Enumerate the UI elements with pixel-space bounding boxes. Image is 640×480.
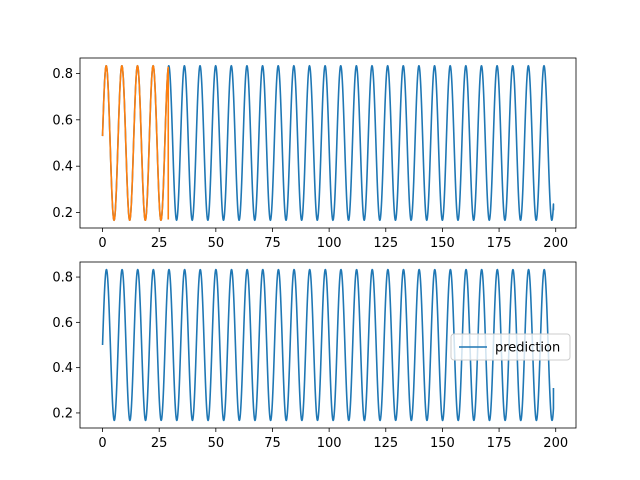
top-series-line-0 (101, 64, 555, 222)
bottom-x-tick-label: 125 (373, 436, 398, 451)
top-y-tick-label: 0.8 (52, 67, 73, 82)
bottom-y-tick-label: 0.4 (52, 361, 73, 376)
bottom-x-tick-label: 150 (430, 436, 455, 451)
bottom-axes-frame (79, 261, 577, 429)
bottom-y-ticks: 0.2 0.4 0.6 0.8 (52, 271, 80, 421)
top-x-tick-label: 75 (264, 236, 281, 251)
bottom-series-layer (101, 268, 555, 422)
top-x-tick-label: 50 (208, 236, 225, 251)
bottom-x-tick-label: 100 (317, 436, 342, 451)
bottom-y-tick-label: 0.6 (52, 316, 73, 331)
bottom-series-line-0 (101, 268, 555, 422)
bottom-x-tick-label: 50 (208, 436, 225, 451)
bottom-x-tick-label: 25 (151, 436, 168, 451)
top-y-ticks: 0.2 0.4 0.6 0.8 (52, 67, 80, 221)
bottom-y-tick-label: 0.2 (52, 406, 73, 421)
bottom-axes: 0 25 50 75 100 125 150 175 200 0.2 0.4 0.6 0.8 pred… (52, 261, 577, 451)
top-x-tick-label: 125 (373, 236, 398, 251)
top-series-line-1 (101, 64, 170, 222)
bottom-x-ticks: 0 25 50 75 100 125 150 175 200 (98, 428, 568, 451)
top-x-ticks: 0 25 50 75 100 125 150 175 200 (98, 228, 568, 251)
top-y-tick-label: 0.4 (52, 160, 73, 175)
legend-label: prediction (495, 341, 560, 356)
bottom-y-tick-label: 0.8 (52, 271, 73, 286)
top-y-tick-label: 0.2 (52, 206, 73, 221)
bottom-x-tick-label: 75 (264, 436, 281, 451)
top-series-layer (101, 64, 555, 222)
bottom-x-tick-label: 0 (98, 436, 106, 451)
top-x-tick-label: 175 (487, 236, 512, 251)
top-x-tick-label: 0 (98, 236, 106, 251)
bottom-x-tick-label: 175 (487, 436, 512, 451)
bottom-x-tick-label: 200 (543, 436, 568, 451)
top-x-tick-label: 150 (430, 236, 455, 251)
top-x-tick-label: 25 (151, 236, 168, 251)
top-axes-frame (79, 57, 577, 229)
legend-box (450, 333, 571, 361)
top-axes: 0 25 50 75 100 125 150 175 200 0.2 0.4 0.6 0.8 (52, 57, 577, 251)
top-x-tick-label: 100 (317, 236, 342, 251)
bottom-legend: prediction (450, 333, 571, 361)
top-y-tick-label: 0.6 (52, 113, 73, 128)
top-x-tick-label: 200 (543, 236, 568, 251)
